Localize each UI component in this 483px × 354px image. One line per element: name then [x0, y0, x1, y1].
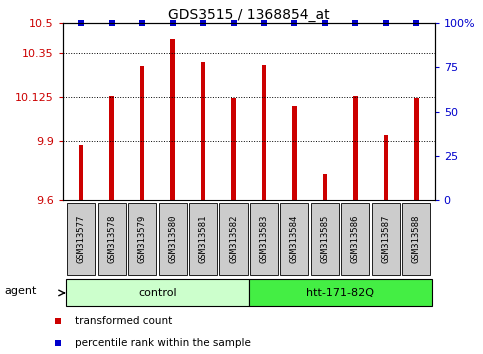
Bar: [158, 203, 186, 275]
Bar: [128, 203, 156, 275]
Bar: [67, 203, 95, 275]
Bar: [384, 135, 388, 200]
Text: GSM313578: GSM313578: [107, 215, 116, 263]
Bar: [323, 175, 327, 200]
Text: GSM313587: GSM313587: [382, 215, 390, 263]
Bar: [414, 98, 419, 200]
Text: GSM313584: GSM313584: [290, 215, 299, 263]
Bar: [140, 66, 144, 200]
Bar: [231, 98, 236, 200]
Bar: [353, 96, 358, 200]
Title: GDS3515 / 1368854_at: GDS3515 / 1368854_at: [168, 8, 329, 22]
Bar: [66, 279, 249, 307]
Bar: [170, 39, 175, 200]
Text: GSM313588: GSM313588: [412, 215, 421, 263]
Text: GSM313582: GSM313582: [229, 215, 238, 263]
Bar: [79, 145, 84, 200]
Bar: [341, 203, 369, 275]
Text: GSM313581: GSM313581: [199, 215, 208, 263]
Bar: [219, 203, 247, 275]
Bar: [201, 62, 205, 200]
Bar: [292, 105, 297, 200]
Text: percentile rank within the sample: percentile rank within the sample: [75, 338, 251, 348]
Text: GSM313585: GSM313585: [320, 215, 329, 263]
Bar: [262, 65, 266, 200]
Text: htt-171-82Q: htt-171-82Q: [306, 288, 374, 298]
Bar: [189, 203, 217, 275]
Text: GSM313586: GSM313586: [351, 215, 360, 263]
Bar: [311, 203, 339, 275]
Bar: [372, 203, 400, 275]
Bar: [402, 203, 430, 275]
Bar: [98, 203, 126, 275]
Text: transformed count: transformed count: [75, 316, 172, 326]
Bar: [109, 96, 114, 200]
Text: GSM313583: GSM313583: [259, 215, 269, 263]
Bar: [281, 203, 309, 275]
Text: GSM313579: GSM313579: [138, 215, 146, 263]
Text: control: control: [138, 288, 177, 298]
Text: GSM313580: GSM313580: [168, 215, 177, 263]
Text: agent: agent: [5, 286, 37, 296]
Text: GSM313577: GSM313577: [77, 215, 85, 263]
Bar: [249, 279, 432, 307]
Bar: [250, 203, 278, 275]
